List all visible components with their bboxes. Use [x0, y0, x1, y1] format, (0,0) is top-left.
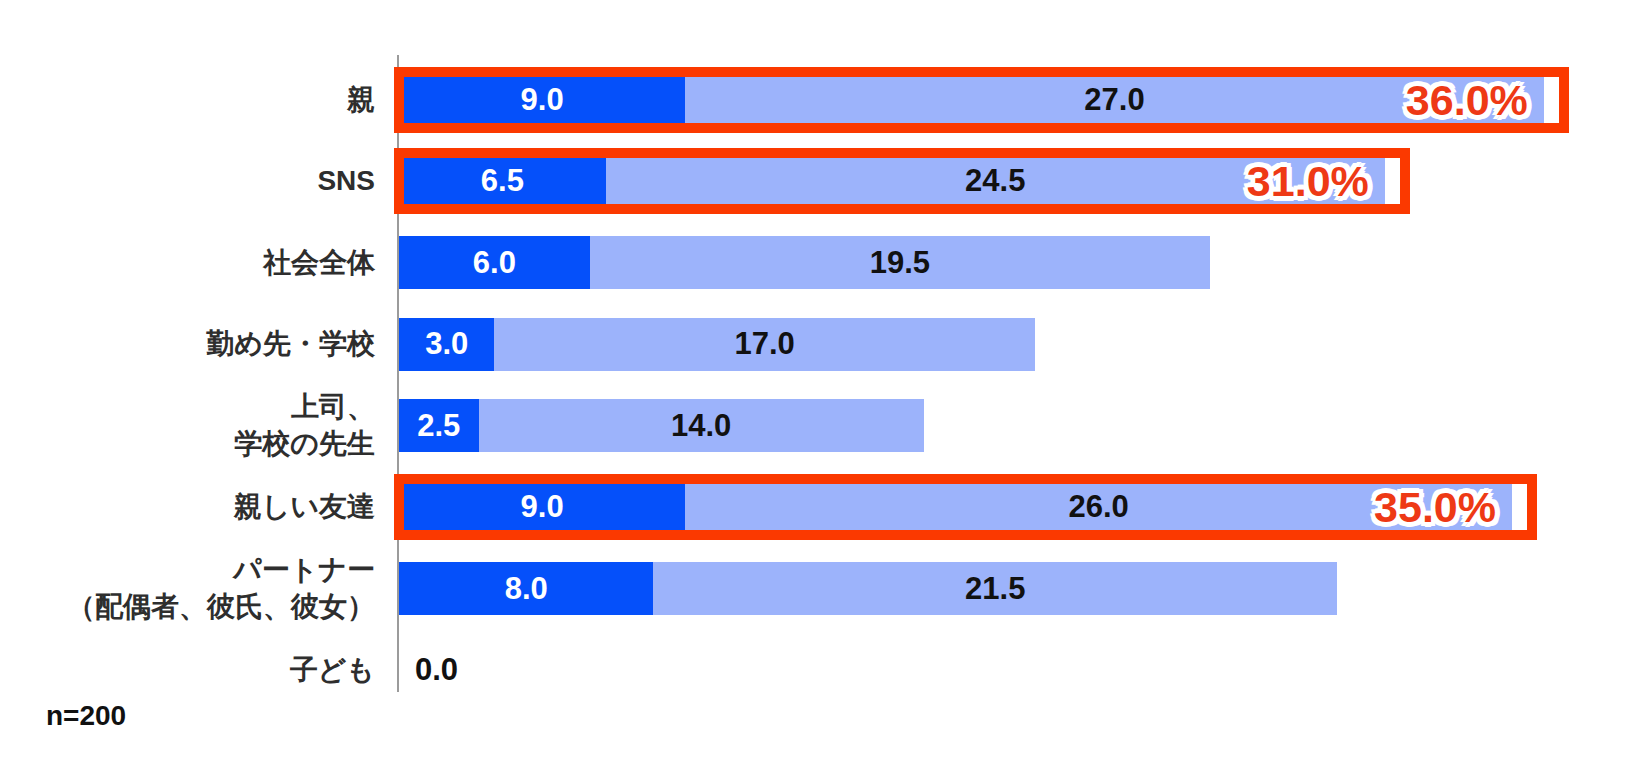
bar-segment-secondary: 17.0 [494, 318, 1035, 371]
bar-segment-primary: 8.0 [399, 562, 653, 615]
category-label: SNS [0, 163, 375, 199]
bar-value-label: 17.0 [735, 326, 795, 362]
row-plot: 2.5 14.0 [399, 399, 1628, 452]
bar-value-label: 2.5 [417, 408, 460, 444]
chart-row: 勤め先・学校 3.0 17.0 [0, 304, 1628, 386]
bar-segment-primary: 2.5 [399, 399, 479, 452]
category-label: 勤め先・学校 [0, 326, 375, 362]
category-label: パートナー （配偶者、彼氏、彼女） [0, 552, 375, 625]
chart-canvas: 親 9.027.036.0% SNS 6.524.531.0% 社会全体 6.0 19.5 勤… [0, 0, 1628, 765]
bar-segment-primary: 3.0 [399, 318, 494, 371]
chart-row: パートナー （配偶者、彼氏、彼女） 8.0 21.5 [0, 548, 1628, 630]
bar-segment-secondary: 14.0 [479, 399, 924, 452]
chart-row: 親 9.027.036.0% [0, 59, 1628, 141]
category-label: 子ども [0, 652, 375, 688]
chart-row: 社会全体 6.0 19.5 [0, 222, 1628, 304]
row-plot: 9.027.036.0% [399, 73, 1628, 126]
row-plot: 9.026.035.0% [399, 481, 1628, 534]
row-plot: 6.0 19.5 [399, 236, 1628, 289]
bar-value-label: 8.0 [505, 571, 548, 607]
chart-row: 子ども 0.0 [0, 630, 1628, 712]
chart-row: 親しい友達 9.026.035.0% [0, 467, 1628, 549]
row-plot: 0.0 [399, 644, 1628, 697]
bar-value-label: 14.0 [671, 408, 731, 444]
row-plot: 8.0 21.5 [399, 562, 1628, 615]
chart-rows: 親 9.027.036.0% SNS 6.524.531.0% 社会全体 6.0 19.5 勤… [0, 59, 1628, 711]
bar-value-label: 0.0 [415, 652, 458, 688]
category-label: 社会全体 [0, 245, 375, 281]
bar-value-label: 6.0 [473, 245, 516, 281]
total-percent-label: 36.0% [399, 75, 1528, 124]
category-label: 上司、 学校の先生 [0, 389, 375, 462]
chart-row: 上司、 学校の先生 2.5 14.0 [0, 385, 1628, 467]
bar-segment-secondary: 21.5 [653, 562, 1337, 615]
bar-segment-primary: 6.0 [399, 236, 590, 289]
bar-value-label: 21.5 [965, 571, 1025, 607]
bar-value-label: 19.5 [870, 245, 930, 281]
category-label: 親しい友達 [0, 489, 375, 525]
total-percent-label: 31.0% [399, 157, 1369, 206]
total-percent-label: 35.0% [399, 483, 1496, 532]
chart-row: SNS 6.524.531.0% [0, 141, 1628, 223]
bar-value-label: 3.0 [425, 326, 468, 362]
category-label: 親 [0, 82, 375, 118]
row-plot: 6.524.531.0% [399, 155, 1628, 208]
row-plot: 3.0 17.0 [399, 318, 1628, 371]
sample-size-label: n=200 [46, 700, 126, 732]
bar-segment-secondary: 19.5 [590, 236, 1210, 289]
